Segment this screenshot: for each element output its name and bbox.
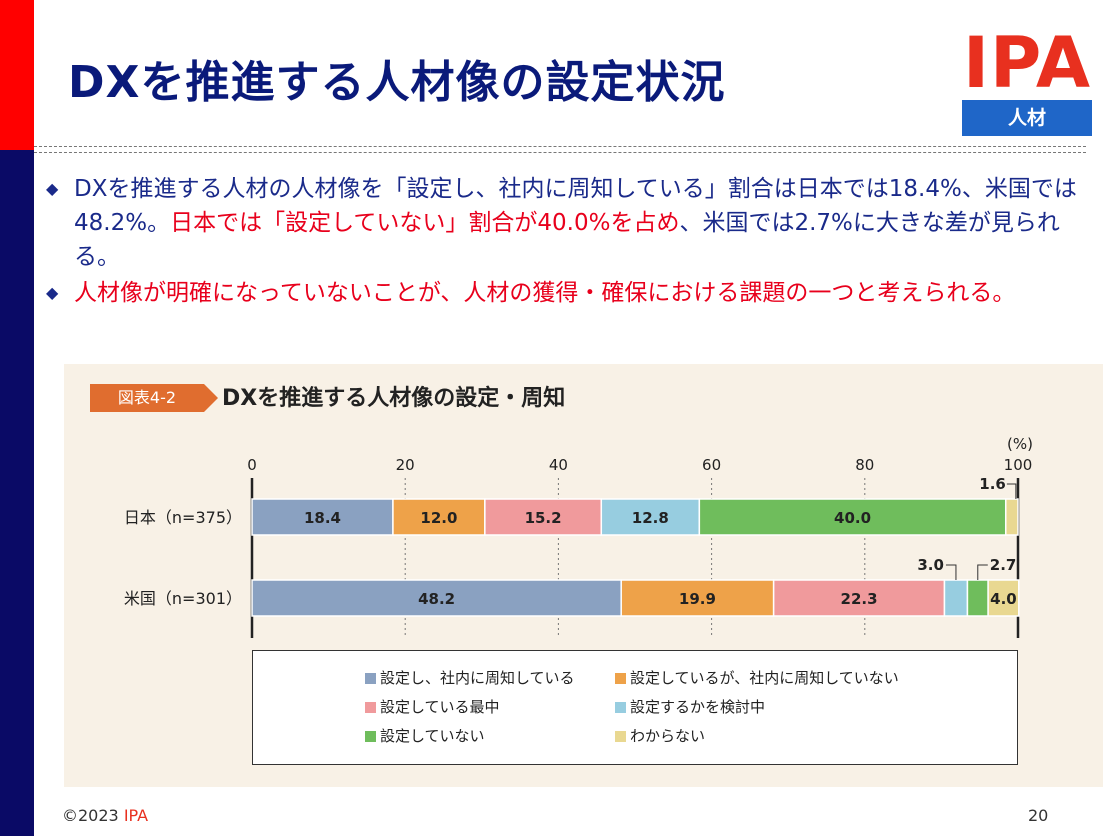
x-tick-label: 80 bbox=[855, 456, 874, 474]
slide-title: DXを推進する人材像の設定状況 bbox=[68, 57, 726, 108]
bar-segment bbox=[600, 498, 701, 536]
bar-segment bbox=[943, 579, 969, 617]
bullet-item: ◆ DXを推進する人材の人材像を「設定し、社内に周知している」割合は日本では18.… bbox=[46, 172, 1091, 274]
x-tick-label: 100 bbox=[1004, 456, 1033, 474]
title-separator bbox=[34, 146, 1086, 147]
side-bar-red bbox=[0, 0, 34, 150]
title-separator bbox=[34, 152, 1086, 153]
data-label: 18.4 bbox=[304, 509, 341, 527]
chart-legend: 設定し、社内に周知している 設定しているが、社内に周知していない 設定している最中設… bbox=[252, 650, 1018, 765]
data-label: 22.3 bbox=[841, 590, 878, 608]
legend-swatch bbox=[615, 731, 626, 742]
data-label: 4.0 bbox=[990, 590, 1017, 608]
bar-segment bbox=[620, 579, 775, 617]
figure-tag-shape bbox=[90, 384, 218, 412]
figure-tag-label: 図表4-2 bbox=[117, 388, 177, 407]
figure-tag: 図表4-2 bbox=[90, 384, 220, 412]
category-label: 米国（n=301） bbox=[124, 589, 242, 608]
legend-swatch bbox=[365, 702, 376, 713]
leader-line bbox=[945, 564, 957, 580]
bullet-text-1c: 、米国では2.7%に大きな差が見られる。 bbox=[74, 210, 1060, 270]
legend-item: 設定していない bbox=[365, 727, 485, 745]
logo-tag: 人材 bbox=[962, 100, 1092, 136]
bullet-icon: ◆ bbox=[46, 179, 59, 198]
bullet-item: ◆ 人材像が明確になっていないことが、人材の獲得・確保における課題の一つと考えられ… bbox=[46, 276, 1091, 310]
ipa-logo: IPA 人材 bbox=[962, 28, 1092, 136]
bar-segment bbox=[987, 579, 1020, 617]
bullet-list: ◆ DXを推進する人材の人材像を「設定し、社内に周知している」割合は日本では18.… bbox=[46, 172, 1091, 312]
leader-line bbox=[1006, 483, 1017, 499]
legend-label: 設定するかを検討中 bbox=[630, 698, 766, 716]
legend-label: 設定し、社内に周知している bbox=[380, 669, 575, 687]
legend-item: 設定しているが、社内に周知していない bbox=[615, 669, 899, 687]
legend-label: 設定している最中 bbox=[380, 698, 500, 716]
data-label: 40.0 bbox=[834, 509, 871, 527]
bullet-text-1b: 日本では「設定していない」割合が40.0%を占め bbox=[170, 210, 680, 236]
data-label: 48.2 bbox=[418, 590, 455, 608]
x-tick-label: 20 bbox=[396, 456, 415, 474]
x-tick-label: 60 bbox=[702, 456, 721, 474]
bullet-icon: ◆ bbox=[46, 283, 59, 302]
bar-segment bbox=[772, 579, 946, 617]
legend-item: 設定している最中 bbox=[365, 698, 500, 716]
logo-text: IPA bbox=[962, 22, 1092, 104]
footer-brand: IPA bbox=[123, 806, 149, 825]
bar-segment bbox=[484, 498, 603, 536]
x-tick-label: 0 bbox=[247, 456, 257, 474]
legend-swatch bbox=[615, 702, 626, 713]
data-label: 19.9 bbox=[679, 590, 716, 608]
copyright-text: ©2023 bbox=[62, 806, 124, 825]
bar-segment bbox=[392, 498, 486, 536]
legend-label: わからない bbox=[630, 727, 706, 745]
legend-swatch bbox=[365, 731, 376, 742]
unit-label: (%) bbox=[1007, 435, 1033, 453]
legend-label: 設定していない bbox=[380, 727, 485, 745]
data-label: 15.2 bbox=[525, 509, 562, 527]
legend-swatch bbox=[365, 673, 376, 684]
bullet-text-2: 人材像が明確になっていないことが、人材の獲得・確保における課題の一つと考えられる… bbox=[74, 280, 1016, 306]
legend-item: 設定するかを検討中 bbox=[615, 698, 765, 716]
bullet-text-1a: DXを推進する人材の人材像を「設定し、社内に周知している」割合は日本では18.4… bbox=[74, 176, 1077, 236]
figure-title: DXを推進する人材像の設定・周知 bbox=[222, 386, 566, 411]
data-label: 12.0 bbox=[420, 509, 457, 527]
bar-segment bbox=[251, 579, 622, 617]
category-label: 日本（n=375） bbox=[124, 508, 242, 527]
x-tick-label: 40 bbox=[549, 456, 568, 474]
data-label: 3.0 bbox=[917, 556, 944, 574]
leader-line bbox=[977, 564, 988, 580]
bar-segment bbox=[698, 498, 1007, 536]
legend-label: 設定しているが、社内に周知していない bbox=[630, 669, 899, 687]
data-label: 1.6 bbox=[979, 475, 1006, 493]
legend-item: 設定し、社内に周知している bbox=[365, 669, 575, 687]
data-label: 12.8 bbox=[632, 509, 669, 527]
page-number: 20 bbox=[1028, 806, 1049, 825]
legend-swatch bbox=[615, 673, 626, 684]
bar-segment bbox=[1004, 498, 1019, 536]
footer-copyright: ©2023 IPA bbox=[62, 806, 148, 825]
legend-item: わからない bbox=[615, 727, 705, 745]
side-bar-navy bbox=[0, 150, 34, 836]
data-label: 2.7 bbox=[990, 556, 1017, 574]
bar-segment bbox=[966, 579, 989, 617]
